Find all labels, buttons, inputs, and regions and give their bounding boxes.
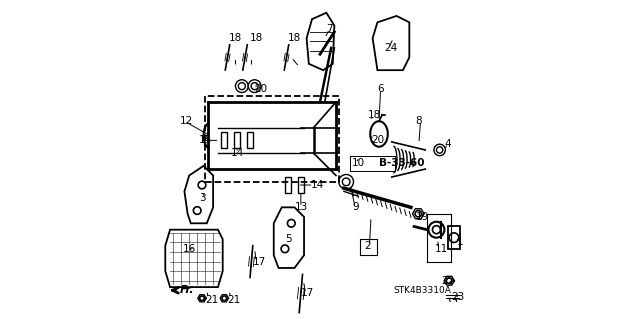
Text: 21: 21 bbox=[227, 295, 241, 305]
Text: 18: 18 bbox=[229, 33, 243, 43]
Text: 19: 19 bbox=[416, 212, 429, 222]
Text: 22: 22 bbox=[441, 276, 454, 286]
Text: 6: 6 bbox=[378, 84, 384, 94]
Text: 17: 17 bbox=[301, 288, 314, 299]
Text: 18: 18 bbox=[288, 33, 301, 43]
Text: 15: 15 bbox=[199, 135, 212, 145]
Text: 8: 8 bbox=[416, 116, 422, 126]
Text: B-33-60: B-33-60 bbox=[379, 158, 424, 168]
Bar bbox=[246, 132, 253, 148]
Text: 24: 24 bbox=[384, 43, 397, 53]
Bar bbox=[285, 177, 291, 193]
Text: 18: 18 bbox=[368, 110, 381, 120]
Bar bbox=[298, 177, 304, 193]
Text: 9: 9 bbox=[352, 202, 358, 212]
Text: 10: 10 bbox=[352, 158, 365, 168]
Text: 21: 21 bbox=[205, 295, 218, 305]
Text: 13: 13 bbox=[294, 202, 308, 212]
Text: 14: 14 bbox=[310, 180, 324, 190]
Text: 14: 14 bbox=[230, 148, 244, 158]
Text: 16: 16 bbox=[183, 244, 196, 254]
Bar bbox=[205, 96, 339, 182]
Text: 20: 20 bbox=[255, 84, 268, 94]
Text: 5: 5 bbox=[285, 234, 292, 244]
Text: 4: 4 bbox=[444, 138, 451, 149]
Text: STK4B3310A: STK4B3310A bbox=[394, 286, 451, 295]
Text: 11: 11 bbox=[435, 244, 448, 254]
Text: 17: 17 bbox=[253, 256, 266, 267]
Text: 20: 20 bbox=[371, 135, 384, 145]
Text: 1: 1 bbox=[457, 237, 464, 248]
Text: Fr.: Fr. bbox=[180, 285, 194, 295]
Text: 7: 7 bbox=[326, 24, 333, 34]
Text: 3: 3 bbox=[199, 193, 205, 203]
Bar bbox=[221, 132, 227, 148]
Bar bbox=[234, 132, 240, 148]
Text: 2: 2 bbox=[365, 241, 371, 251]
Text: 23: 23 bbox=[451, 292, 464, 302]
Text: 18: 18 bbox=[250, 33, 263, 43]
Text: 12: 12 bbox=[180, 116, 193, 126]
